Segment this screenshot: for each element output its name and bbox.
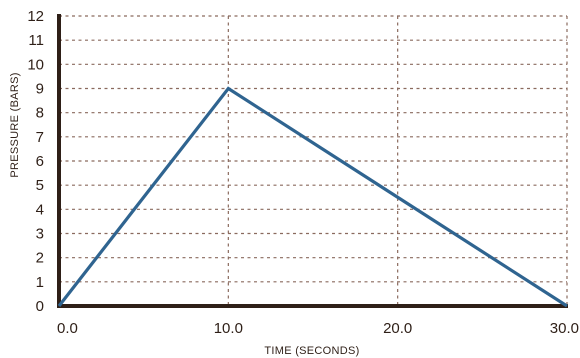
y-tick-label: 2 xyxy=(36,250,44,267)
x-tick-labels: 0.0 10.0 20.0 30.0 xyxy=(57,320,579,337)
y-tick-label: 1 xyxy=(36,274,44,291)
x-tick-label: 20.0 xyxy=(383,320,412,337)
y-tick-label: 3 xyxy=(36,226,44,243)
x-axis-label: TIME (SECONDS) xyxy=(264,345,359,357)
axes xyxy=(57,14,568,308)
series xyxy=(57,86,568,308)
y-tick-label: 11 xyxy=(28,32,44,49)
y-tick-label: 6 xyxy=(36,153,44,170)
y-tick-label: 10 xyxy=(27,56,44,73)
y-tick-label: 9 xyxy=(36,81,44,98)
y-tick-label: 4 xyxy=(36,201,44,218)
y-tick-label: 7 xyxy=(36,129,44,146)
pressure-series-line xyxy=(57,86,568,308)
y-tick-label: 0 xyxy=(36,298,44,315)
y-axis-label: PRESSURE (BARS) xyxy=(9,72,21,177)
y-tick-label: 8 xyxy=(36,105,44,122)
grid xyxy=(59,15,568,306)
x-tick-label: 30.0 xyxy=(550,320,579,337)
y-tick-label: 12 xyxy=(27,8,44,25)
x-tick-label: 10.0 xyxy=(214,320,243,337)
x-tick-label: 0.0 xyxy=(57,320,78,337)
y-tick-label: 5 xyxy=(36,177,44,194)
